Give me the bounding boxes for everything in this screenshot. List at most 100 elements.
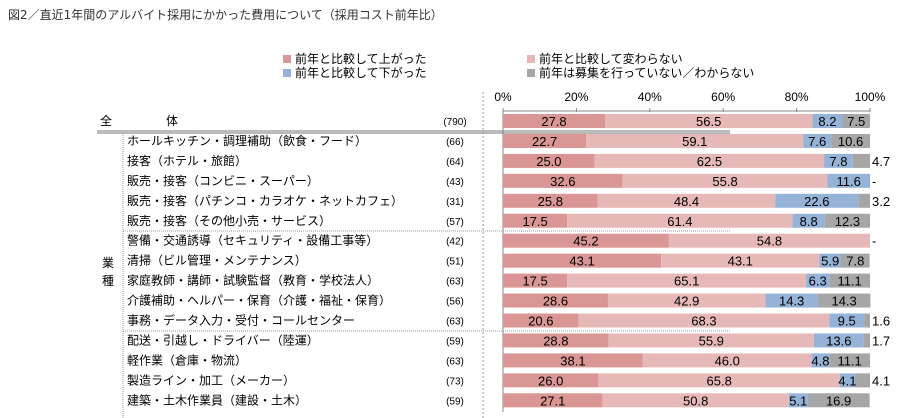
bar-segment-2 <box>811 353 830 368</box>
row-label: 家庭教師・講師・試験監督（教育・学校法人） <box>127 273 379 288</box>
data-label: 68.3 <box>691 314 716 329</box>
legend-swatch-same <box>527 54 535 63</box>
row-label: 軽作業（倉庫・物流） <box>127 352 247 367</box>
data-label: 7.8 <box>829 154 847 169</box>
bar-segment-1 <box>578 313 830 328</box>
row-n: (64) <box>446 157 464 168</box>
data-label: 5.1 <box>789 393 807 408</box>
data-label: 6.3 <box>809 274 827 289</box>
bar-segment-0 <box>503 253 662 268</box>
data-label: 43.1 <box>728 254 753 269</box>
data-label: 10.6 <box>838 134 863 149</box>
legend-label: 前年と比較して下がった <box>295 66 427 80</box>
legend-label: 前年と比較して上がった <box>295 52 427 66</box>
row-label: 販売・接客（その他小売・サービス） <box>127 213 331 228</box>
bar-segment-1 <box>567 213 793 228</box>
bar-segment-2 <box>813 333 864 348</box>
row-n: (43) <box>446 177 464 188</box>
legend-swatch-none <box>527 68 535 77</box>
bar-segment-2 <box>827 173 870 188</box>
row-label: ホールキッチン・調理補助（飲食・フード） <box>127 133 367 148</box>
tick-label: 100% <box>855 90 886 104</box>
bar-segment-1 <box>602 393 789 408</box>
bar-segment-1 <box>608 333 814 348</box>
row-n: (59) <box>446 396 464 407</box>
data-label: 11.1 <box>837 353 861 368</box>
data-label: 28.6 <box>543 294 568 309</box>
row-n: (59) <box>446 336 464 347</box>
data-label: 22.6 <box>804 194 829 209</box>
data-label: 14.3 <box>831 294 856 309</box>
tick-label: 60% <box>711 90 735 104</box>
data-label: 1.6 <box>872 314 890 329</box>
data-label: 7.8 <box>846 254 864 269</box>
legend-item-same: 前年と比較して変わらない <box>527 50 683 67</box>
data-label: 3.2 <box>872 194 890 209</box>
tick-label: 40% <box>638 90 662 104</box>
bar-segment-0 <box>503 213 568 228</box>
tick-label: 80% <box>785 90 809 104</box>
bar-segment-0 <box>503 153 595 168</box>
data-label: 14.3 <box>779 294 804 309</box>
bar-segment-3 <box>842 114 870 128</box>
total-label-1: 全 <box>100 113 112 128</box>
bar-segment-1 <box>668 233 870 248</box>
data-label: 4.1 <box>872 373 890 388</box>
bar-segment-2 <box>829 313 865 328</box>
bar-segment-2 <box>839 373 855 388</box>
bar-segment-0 <box>503 293 608 308</box>
legend-swatch-up <box>283 54 291 63</box>
data-label: - <box>872 174 876 189</box>
row-label: 清掃（ビル管理・メンテナンス） <box>127 253 307 268</box>
legend-item-down: 前年と比較して下がった <box>283 64 427 81</box>
data-label: 9.5 <box>838 314 856 329</box>
bar-segment-1 <box>622 173 828 188</box>
row-label: 販売・接客（パチンコ・カラオケ・ネットカフェ） <box>127 193 403 208</box>
data-label: 17.5 <box>522 214 547 229</box>
row-label: 建築・土木作業員（建設・土木） <box>127 392 307 407</box>
bar-segment-2 <box>792 213 825 228</box>
bar-segment-0 <box>503 273 568 288</box>
data-label: 43.1 <box>569 254 594 269</box>
bar-segment-0 <box>503 333 609 348</box>
bar-segment-3 <box>831 133 870 148</box>
data-label: 25.8 <box>538 194 563 209</box>
bar-segment-1 <box>605 114 813 128</box>
bar-segment-1 <box>598 373 840 388</box>
row-n: (31) <box>446 197 464 208</box>
row-label: 介護補助・ヘルパー・保育（介護・福祉・保育） <box>127 293 391 308</box>
bar-segment-0 <box>503 233 669 248</box>
legend-label: 前年は募集を行っていない／わからない <box>539 66 755 80</box>
data-label: 20.6 <box>528 314 553 329</box>
data-label: 4.8 <box>811 353 829 368</box>
bar-segment-1 <box>607 293 766 308</box>
data-label: 4.7 <box>872 154 890 169</box>
row-n: (51) <box>446 257 464 268</box>
data-label: 38.1 <box>560 353 585 368</box>
data-label: 25.0 <box>536 154 561 169</box>
data-label: 46.0 <box>715 353 740 368</box>
data-label: 45.2 <box>573 234 598 249</box>
data-label: 11.1 <box>837 274 861 289</box>
bar-segment-3 <box>852 153 870 168</box>
data-label: 32.6 <box>550 174 575 189</box>
bar-segment-2 <box>765 293 818 308</box>
bar-segment-1 <box>642 353 812 368</box>
data-label: 61.4 <box>667 214 692 229</box>
total-label-2: 体 <box>166 114 178 128</box>
row-label: 製造ライン・加工（メーカー） <box>127 373 295 387</box>
bar-segment-3 <box>829 353 870 368</box>
row-label: 警備・交通誘導（セキュリティ・設備工事等） <box>127 233 378 248</box>
bar-segment-3 <box>829 273 870 288</box>
row-n: (66) <box>446 137 464 148</box>
bar-segment-2 <box>803 133 832 148</box>
bar-segment-2 <box>775 193 859 208</box>
data-label: 13.6 <box>826 333 851 348</box>
bar-segment-0 <box>503 173 623 188</box>
row-label: 事務・データ入力・受付・コールセンター <box>127 313 355 328</box>
bar-segment-0 <box>503 193 598 208</box>
data-label: 5.9 <box>821 254 839 269</box>
group-label-char: 種 <box>102 274 114 288</box>
